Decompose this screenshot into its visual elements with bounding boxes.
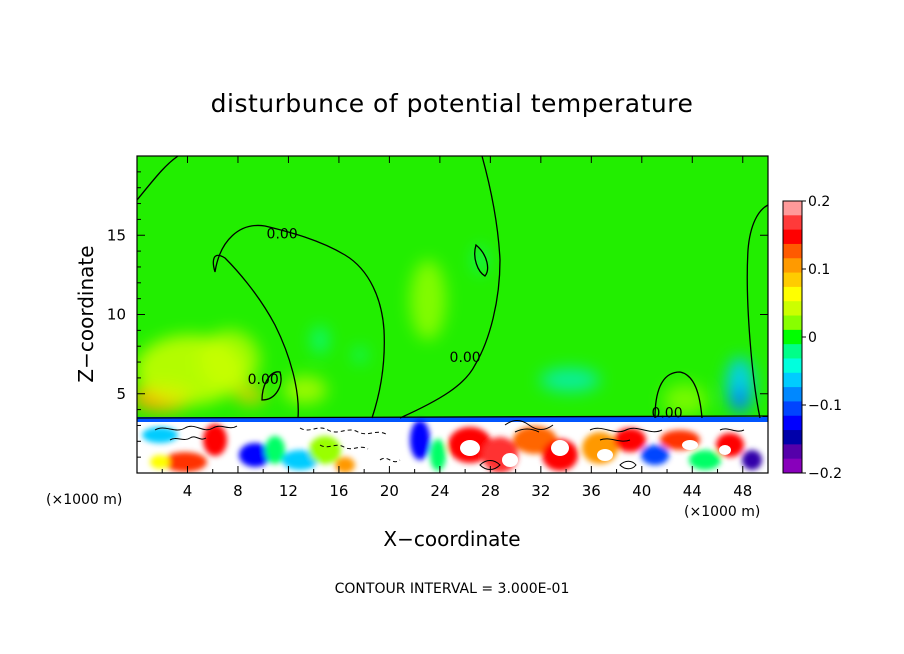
contour-label: 0.00 — [267, 226, 298, 242]
x-unit-right: (×1000 m) — [684, 504, 760, 520]
x-tick-label: 24 — [430, 482, 449, 500]
turbulent-contours — [154, 420, 745, 470]
lower-layer — [137, 420, 768, 473]
zero-contours — [137, 156, 768, 419]
plot-field — [137, 156, 768, 473]
x-tick-label: 44 — [683, 482, 702, 500]
colorbar-ticks: 0.2 0.1 0 −0.1 −0.2 — [802, 194, 842, 482]
contour-plume-left — [212, 224, 385, 419]
x-tick-label: 20 — [380, 482, 399, 500]
colorbar — [782, 200, 803, 474]
colorbar-swatch — [783, 372, 802, 388]
colorbar-swatch — [783, 387, 802, 402]
colorbar-swatch — [783, 444, 802, 460]
y-ticks: 5 10 15 — [107, 171, 768, 458]
x-tick-label: 28 — [481, 482, 500, 500]
colorbar-tick-label: −0.1 — [808, 398, 842, 414]
x-tick-label: 8 — [233, 482, 243, 500]
upper-anomalies — [137, 246, 754, 416]
chart-title: disturbunce of potential temperature — [211, 89, 694, 118]
colorbar-swatch — [783, 458, 802, 474]
contour-label: 0.00 — [248, 372, 279, 388]
x-tick-label: 40 — [632, 482, 651, 500]
colorbar-swatch — [783, 286, 802, 302]
contour-band — [137, 415, 768, 419]
colorbar-tick-label: 0 — [808, 330, 817, 346]
y-axis-label: Z−coordinate — [74, 245, 98, 382]
x-tick-label: 16 — [329, 482, 348, 500]
x-tick-label: 12 — [279, 482, 298, 500]
colorbar-swatch — [783, 430, 802, 445]
x-tick-label: 4 — [183, 482, 193, 500]
colorbar-swatch — [783, 201, 802, 216]
colorbar-swatch — [783, 258, 802, 274]
contour-loop-small — [261, 371, 282, 401]
contour-label: 0.00 — [450, 350, 481, 366]
y-tick-label: 10 — [107, 306, 126, 324]
x-tick-label: 48 — [733, 482, 752, 500]
colorbar-tick-label: −0.2 — [808, 466, 842, 482]
x-tick-label: 32 — [531, 482, 550, 500]
x-axis-label: X−coordinate — [383, 527, 520, 551]
colorbar-tick-label: 0.2 — [808, 194, 830, 210]
colorbar-swatch — [783, 272, 802, 288]
colorbar-swatch — [783, 344, 802, 359]
colorbar-swatch — [783, 329, 802, 345]
x-ticks: 4 8 12 16 20 24 28 32 36 40 44 48 — [161, 156, 752, 500]
colorbar-swatch — [783, 358, 802, 374]
contour-label: 0.00 — [651, 406, 682, 422]
y-tick-label: 5 — [116, 385, 126, 403]
contour-labels: 0.00 0.00 0.00 0.00 — [248, 226, 683, 421]
colorbar-swatch — [783, 229, 802, 245]
y-tick-label: 15 — [107, 226, 126, 244]
contour-right-bump — [654, 371, 703, 419]
colorbar-swatch — [783, 301, 802, 317]
colorbar-swatch — [783, 401, 802, 417]
x-unit-left: (×1000 m) — [46, 492, 122, 508]
contour-plume-right — [399, 156, 501, 419]
colorbar-tick-label: 0.1 — [808, 262, 830, 278]
colorbar-swatch — [783, 215, 802, 231]
contour-right-edge — [746, 204, 768, 419]
contour-loop — [474, 243, 489, 277]
colorbar-swatch — [783, 415, 802, 431]
colorbar-swatch — [783, 243, 802, 259]
contour-upper-left — [137, 156, 179, 201]
inversion-band — [137, 417, 768, 422]
colorbar-swatch — [783, 315, 802, 331]
contour-interval-note: CONTOUR INTERVAL = 3.000E-01 — [335, 581, 570, 597]
x-tick-label: 36 — [582, 482, 601, 500]
